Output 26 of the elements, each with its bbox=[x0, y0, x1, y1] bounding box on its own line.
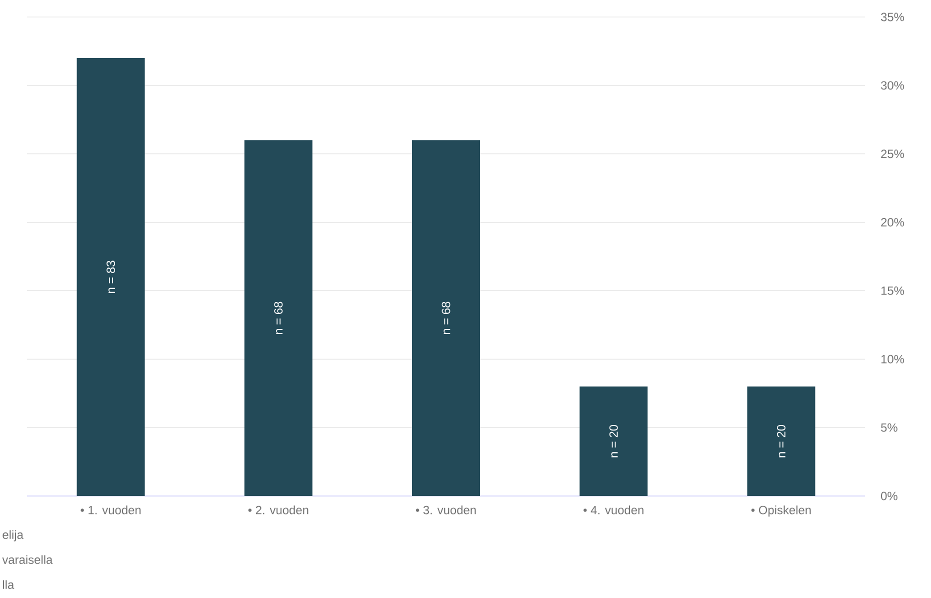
bar bbox=[244, 140, 312, 496]
y-tick-label: 0% bbox=[881, 492, 898, 500]
annotation: n = 68 bbox=[274, 302, 283, 334]
y-tick-label: 5% bbox=[881, 423, 898, 432]
x-tick-label: • 1. vuoden bbox=[80, 506, 141, 514]
annotation: n = 83 bbox=[106, 260, 116, 294]
y-tick-label: 35% bbox=[880, 12, 904, 22]
text: lla bbox=[3, 580, 14, 589]
bar bbox=[412, 140, 480, 496]
text: varaisella bbox=[2, 555, 53, 564]
bar bbox=[76, 58, 145, 496]
annotation: n = 68 bbox=[442, 302, 450, 334]
y-tick-label: 25% bbox=[881, 150, 904, 158]
annotation: n = 20 bbox=[776, 424, 786, 458]
x-tick-label: • 4. vuoden bbox=[584, 506, 644, 514]
y-tick-label: 30% bbox=[880, 81, 904, 90]
y-tick-label: 15% bbox=[881, 286, 904, 295]
bar bbox=[747, 386, 816, 496]
annotation: n = 20 bbox=[609, 424, 618, 458]
bar bbox=[580, 386, 648, 496]
x-tick-label: • Opiskelen bbox=[751, 506, 811, 517]
x-tick-label: • 2. vuoden bbox=[248, 506, 308, 514]
x-tick-label: • 3. vuoden bbox=[416, 506, 476, 514]
y-tick-label: 20% bbox=[881, 218, 904, 227]
text: elija bbox=[2, 530, 24, 542]
y-tick-label: 10% bbox=[881, 354, 904, 364]
